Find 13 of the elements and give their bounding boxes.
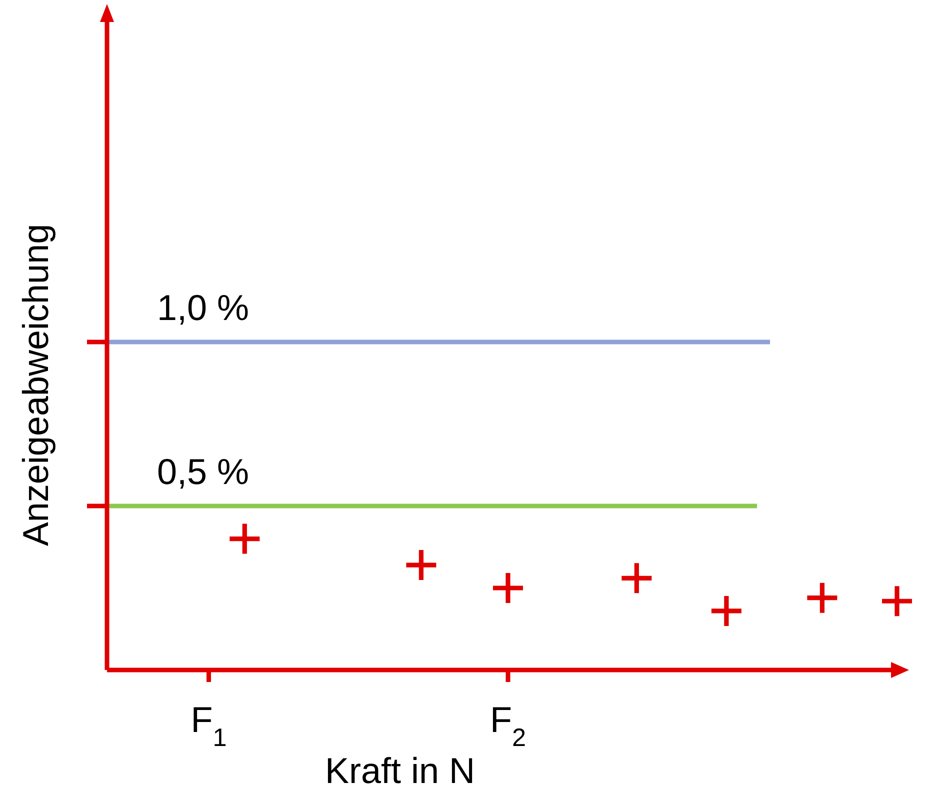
ref-line-label: 1,0 % (157, 287, 250, 328)
point (230, 524, 260, 554)
point (406, 550, 436, 580)
y-axis-title: Anzeigeabweichung (15, 224, 56, 546)
x-tick-label: F$_{1}$ (190, 699, 227, 752)
point (492, 573, 523, 603)
ref-line-label: 0,5 % (157, 451, 250, 492)
point (711, 596, 742, 626)
x-axis-title: Kraft in N (324, 750, 476, 788)
point (882, 586, 912, 616)
x-tick-label: F$_{2}$ (490, 699, 526, 752)
point (807, 582, 838, 613)
point (622, 563, 652, 594)
